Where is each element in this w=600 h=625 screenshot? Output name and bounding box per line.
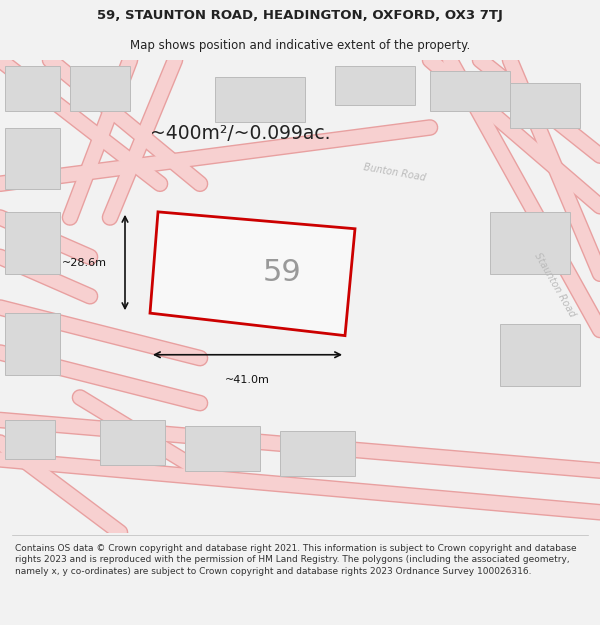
Text: ~28.6m: ~28.6m	[62, 258, 107, 268]
Polygon shape	[215, 77, 305, 122]
Polygon shape	[185, 426, 260, 471]
Polygon shape	[150, 212, 355, 336]
Text: ~41.0m: ~41.0m	[225, 375, 270, 385]
Polygon shape	[335, 66, 415, 105]
Polygon shape	[5, 212, 60, 274]
Polygon shape	[5, 313, 60, 375]
Polygon shape	[430, 71, 510, 111]
Polygon shape	[5, 420, 55, 459]
Polygon shape	[5, 127, 60, 189]
Polygon shape	[500, 324, 580, 386]
Text: Staunton Road: Staunton Road	[533, 251, 577, 319]
Polygon shape	[280, 431, 355, 476]
Text: Bunton Road: Bunton Road	[363, 162, 427, 183]
Text: 59, STAUNTON ROAD, HEADINGTON, OXFORD, OX3 7TJ: 59, STAUNTON ROAD, HEADINGTON, OXFORD, O…	[97, 9, 503, 21]
Text: 59: 59	[263, 258, 301, 287]
Polygon shape	[70, 66, 130, 111]
Text: Contains OS data © Crown copyright and database right 2021. This information is : Contains OS data © Crown copyright and d…	[15, 544, 577, 576]
Polygon shape	[510, 82, 580, 127]
Polygon shape	[490, 212, 570, 274]
Text: ~400m²/~0.099ac.: ~400m²/~0.099ac.	[150, 124, 330, 142]
Text: Map shows position and indicative extent of the property.: Map shows position and indicative extent…	[130, 39, 470, 51]
Polygon shape	[100, 420, 165, 465]
Polygon shape	[5, 66, 60, 111]
